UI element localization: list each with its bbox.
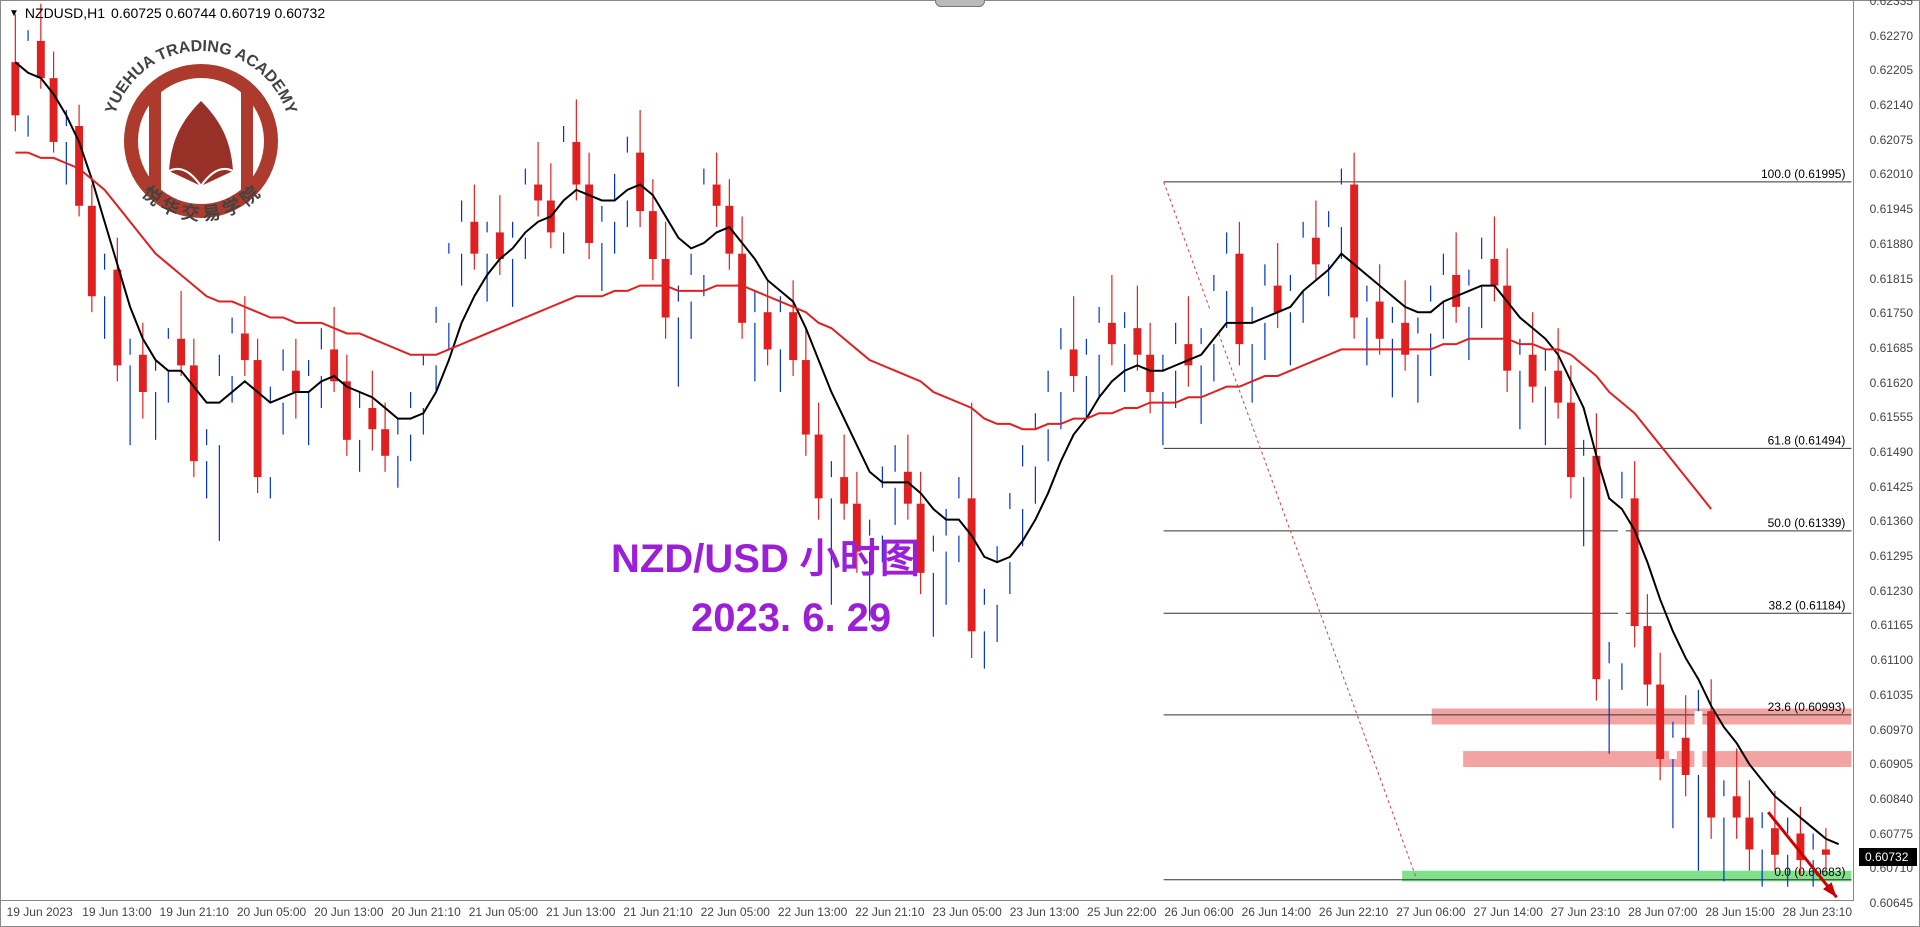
x-tick: 23 Jun 13:00	[1010, 905, 1079, 919]
chart-header: ▼ NZDUSD,H1 0.60725 0.60744 0.60719 0.60…	[9, 5, 325, 21]
academy-logo: YUEHUA TRADING ACADEMY 悦 华 交 易 学 院	[81, 21, 321, 261]
x-tick: 27 Jun 06:00	[1396, 905, 1465, 919]
y-tick: 0.61295	[1870, 549, 1913, 563]
x-tick: 26 Jun 22:10	[1319, 905, 1388, 919]
window-drag-handle[interactable]	[935, 0, 985, 7]
y-tick: 0.62270	[1870, 29, 1913, 43]
y-tick: 0.62010	[1870, 167, 1913, 181]
symbol-label: NZDUSD,H1	[25, 5, 105, 21]
x-tick: 19 Jun 2023	[7, 905, 73, 919]
x-tick: 27 Jun 23:10	[1551, 905, 1620, 919]
x-tick: 21 Jun 21:10	[623, 905, 692, 919]
y-tick: 0.62205	[1870, 63, 1913, 77]
x-tick: 21 Jun 05:00	[469, 905, 538, 919]
x-tick: 20 Jun 13:00	[314, 905, 383, 919]
y-tick: 0.61815	[1870, 272, 1913, 286]
svg-text:61.8 (0.61494): 61.8 (0.61494)	[1768, 433, 1846, 447]
x-tick: 28 Jun 07:00	[1628, 905, 1697, 919]
x-tick: 27 Jun 14:00	[1473, 905, 1542, 919]
chart-title-line2: 2023. 6. 29	[691, 596, 891, 641]
svg-text:23.6 (0.60993): 23.6 (0.60993)	[1768, 700, 1846, 714]
y-tick: 0.62140	[1870, 98, 1913, 112]
x-tick: 25 Jun 22:00	[1087, 905, 1156, 919]
svg-text:0.0 (0.60683): 0.0 (0.60683)	[1774, 865, 1845, 879]
y-tick: 0.61620	[1870, 376, 1913, 390]
y-tick: 0.61750	[1870, 306, 1913, 320]
x-tick: 28 Jun 23:10	[1783, 905, 1852, 919]
ohlc-label: 0.60725 0.60744 0.60719 0.60732	[111, 5, 325, 21]
svg-text:100.0 (0.61995): 100.0 (0.61995)	[1761, 167, 1845, 181]
x-tick: 23 Jun 05:00	[932, 905, 1001, 919]
y-tick: 0.60970	[1870, 723, 1913, 737]
svg-text:50.0 (0.61339): 50.0 (0.61339)	[1768, 516, 1846, 530]
y-axis: 0.62335 0.62270 0.62205 0.62140 0.62075 0.620…	[1854, 1, 1919, 901]
y-tick: 0.62335	[1870, 0, 1913, 8]
x-axis: 19 Jun 2023 19 Jun 13:00 19 Jun 21:10 20 Ju…	[1, 901, 1854, 926]
y-tick: 0.61035	[1870, 688, 1913, 702]
x-tick: 28 Jun 15:00	[1705, 905, 1774, 919]
x-tick: 19 Jun 21:10	[160, 905, 229, 919]
current-price-tag: 0.60732	[1859, 848, 1917, 866]
y-tick: 0.61685	[1870, 341, 1913, 355]
y-tick: 0.60645	[1870, 896, 1913, 910]
chart-title-line1: NZD/USD 小时图	[611, 526, 920, 584]
y-tick: 0.61360	[1870, 514, 1913, 528]
y-tick: 0.61100	[1871, 653, 1914, 667]
x-tick: 20 Jun 05:00	[237, 905, 306, 919]
svg-text:38.2 (0.61184): 38.2 (0.61184)	[1769, 598, 1846, 612]
x-tick: 21 Jun 13:00	[546, 905, 615, 919]
y-tick: 0.61555	[1870, 410, 1913, 424]
chart-container: ▼ NZDUSD,H1 0.60725 0.60744 0.60719 0.60…	[0, 0, 1920, 927]
y-tick: 0.61165	[1871, 618, 1914, 632]
y-tick: 0.61490	[1870, 445, 1913, 459]
dropdown-icon[interactable]: ▼	[9, 8, 19, 19]
y-tick: 0.60775	[1870, 827, 1913, 841]
y-tick: 0.61230	[1870, 584, 1913, 598]
plot-area[interactable]: 100.0 (0.61995) 61.8 (0.61494) 50.0 (0.613…	[1, 1, 1854, 901]
y-tick: 0.61945	[1870, 202, 1913, 216]
y-tick: 0.61425	[1870, 480, 1913, 494]
x-tick: 26 Jun 14:00	[1242, 905, 1311, 919]
x-tick: 22 Jun 05:00	[701, 905, 770, 919]
x-tick: 19 Jun 13:00	[82, 905, 151, 919]
y-tick: 0.60905	[1870, 757, 1913, 771]
x-tick: 22 Jun 13:00	[778, 905, 847, 919]
y-tick: 0.62075	[1870, 133, 1913, 147]
x-tick: 22 Jun 21:10	[855, 905, 924, 919]
y-tick: 0.61880	[1870, 237, 1913, 251]
x-tick: 26 Jun 06:00	[1164, 905, 1233, 919]
x-tick: 20 Jun 21:10	[391, 905, 460, 919]
svg-text:悦 华 交 易 学 院: 悦 华 交 易 学 院	[139, 182, 264, 225]
y-tick: 0.60840	[1870, 792, 1913, 806]
